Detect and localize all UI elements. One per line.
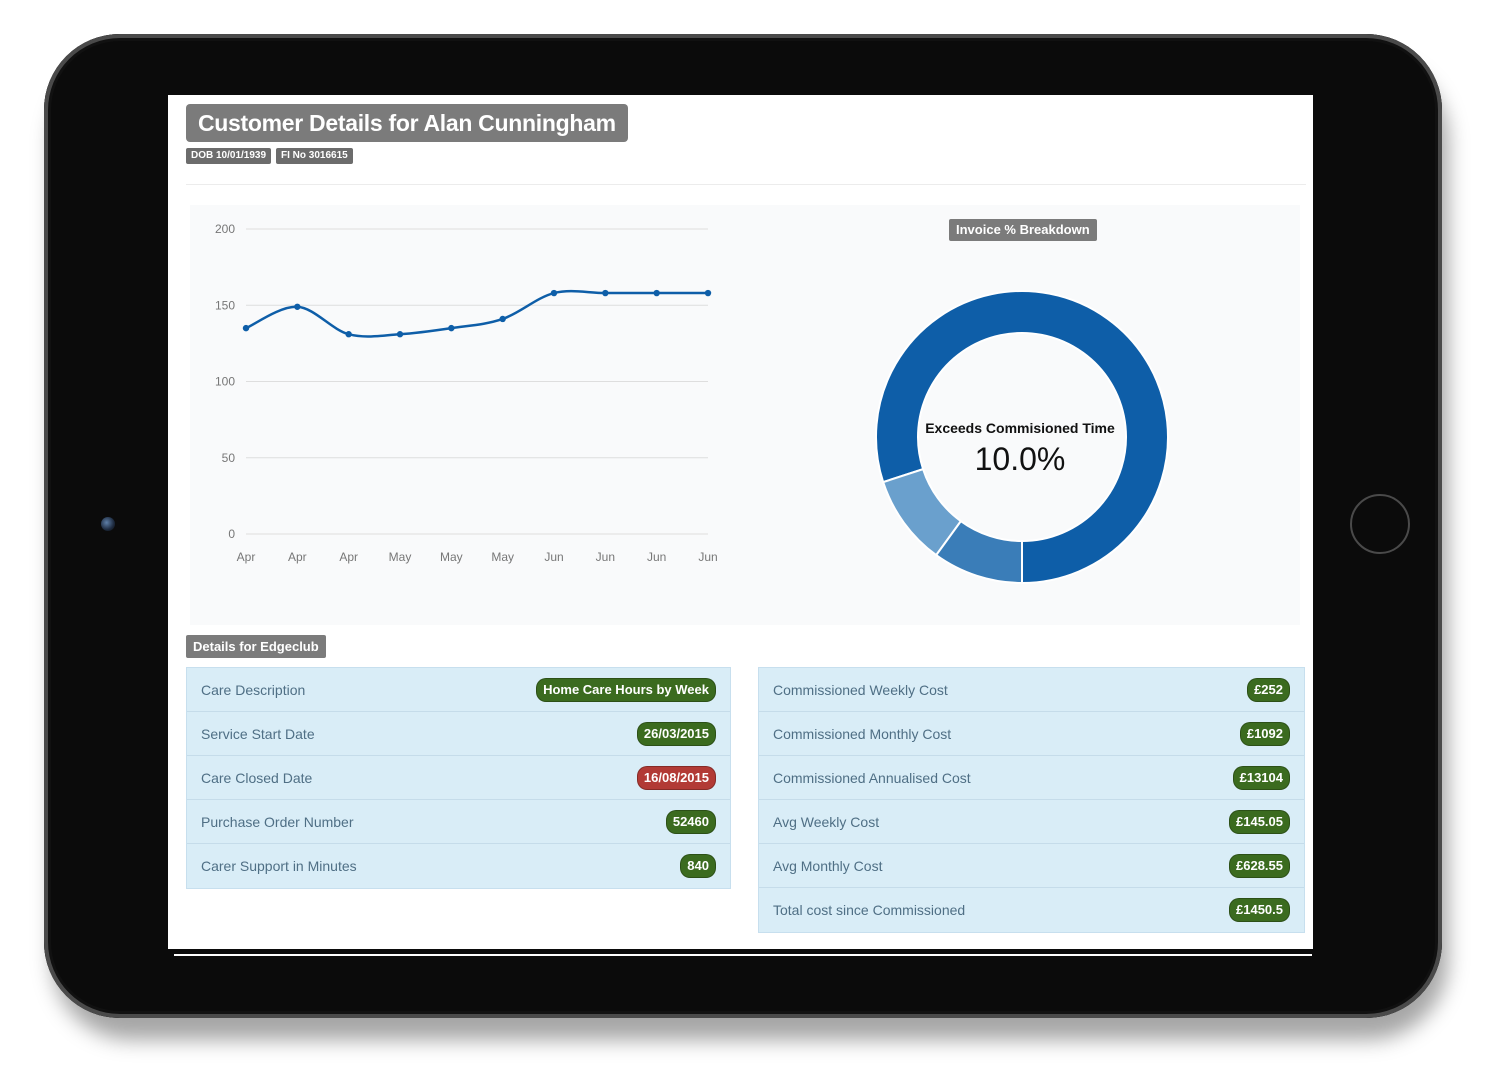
x-tick-label: Apr [237,550,256,564]
invoice-donut-chart [875,290,1169,585]
data-point[interactable] [294,303,301,310]
data-point[interactable] [653,289,660,297]
home-button[interactable] [1350,494,1410,554]
list-item: Commissioned Weekly Cost £252 [759,668,1304,712]
y-tick-label: 100 [215,375,235,389]
donut-center-label: Exceeds Commisioned Time [925,420,1115,436]
donut-center-value: 10.0% [974,441,1066,477]
y-tick-label: 0 [228,527,235,541]
list-item-label: Carer Support in Minutes [201,858,357,874]
value-badge: 16/08/2015 [636,765,716,790]
list-item-label: Service Start Date [201,725,315,742]
value-badge: 52460 [665,809,716,834]
fi-number-badge: FI No 3016615 [276,148,353,164]
value-badge: £1450.5 [1229,898,1290,922]
y-tick-label: 150 [215,298,235,312]
page-title: Customer Details for Alan Cunningham [186,104,628,142]
list-item: Avg Monthly Cost £628.55 [759,844,1304,888]
x-tick-label: May [440,550,463,564]
value-badge: 840 [680,854,716,878]
x-tick-label: Jun [698,550,717,564]
donut-slice[interactable] [875,290,1169,585]
value-badge: £13104 [1232,765,1290,790]
data-point[interactable] [345,331,352,338]
x-tick-label: Jun [596,550,615,564]
list-item-label: Commissioned Monthly Cost [773,725,952,742]
list-item: Service Start Date 26/03/2015 [187,712,730,756]
value-badge: £628.55 [1229,853,1290,878]
list-item-label: Care Description [201,681,306,698]
list-item: Care Description Home Care Hours by Week [187,668,730,712]
screen-edge [174,954,1312,956]
y-tick-label: 200 [215,222,235,236]
list-item: Commissioned Monthly Cost £1092 [759,712,1304,756]
x-tick-label: May [389,550,412,564]
list-item-label: Commissioned Weekly Cost [773,681,948,698]
data-point[interactable] [448,324,455,332]
list-item: Total cost since Commissioned £1450.5 [759,888,1304,932]
data-point[interactable] [242,324,250,332]
series-line [245,289,708,338]
value-badge: Home Care Hours by Week [536,677,716,702]
care-details-list: Care Description Home Care Hours by Week S… [186,667,731,889]
list-item-label: Total cost since Commissioned [773,902,966,918]
list-item: Carer Support in Minutes 840 [187,844,730,888]
list-item-label: Care Closed Date [201,769,313,786]
divider [186,184,1306,185]
data-point[interactable] [704,289,712,297]
data-point[interactable] [499,315,506,323]
value-badge: £252 [1247,677,1290,702]
chart-panel: 0 50 100 150 200 Apr Apr Apr May May May Jun Jun Jun J… [190,205,1300,625]
list-item: Avg Weekly Cost £145.05 [759,800,1304,844]
donut-slice[interactable] [934,519,1023,585]
list-item: Care Closed Date 16/08/2015 [187,756,730,800]
x-tick-label: Jun [647,550,666,564]
x-tick-label: Apr [288,550,307,564]
list-item-label: Commissioned Annualised Cost [773,769,971,786]
list-item-label: Purchase Order Number [201,813,354,830]
screen: Customer Details for Alan Cunningham DOB… [168,95,1313,949]
details-section-label: Details for Edgeclub [186,635,326,658]
value-badge: £145.05 [1229,809,1290,834]
data-point[interactable] [550,289,558,297]
y-tick-label: 50 [222,451,236,465]
dob-badge: DOB 10/01/1939 [186,148,272,164]
x-tick-label: May [491,550,514,564]
invoice-breakdown-label: Invoice % Breakdown [949,219,1097,241]
value-badge: £1092 [1239,721,1290,746]
data-point[interactable] [602,289,609,297]
x-tick-label: Apr [339,550,358,564]
data-point[interactable] [396,331,404,338]
list-item: Commissioned Annualised Cost £13104 [759,756,1304,800]
camera-icon [101,517,115,531]
cost-details-list: Commissioned Weekly Cost £252 Commissioned… [758,667,1305,933]
list-item: Purchase Order Number 52460 [187,800,730,844]
list-item-label: Avg Weekly Cost [773,813,880,830]
x-tick-label: Jun [544,550,563,564]
value-badge: 26/03/2015 [636,721,716,746]
hours-line-chart: 0 50 100 150 200 Apr Apr Apr May May May Jun Jun Jun J… [215,222,718,564]
list-item-label: Avg Monthly Cost [773,857,883,874]
